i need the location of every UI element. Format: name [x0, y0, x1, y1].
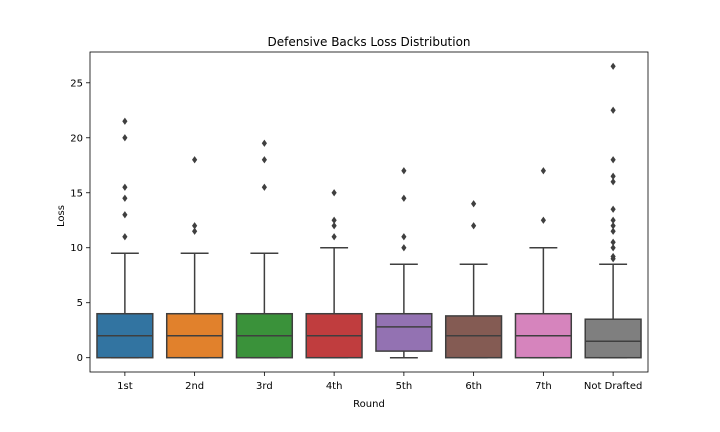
- x-tick-label: 3rd: [256, 381, 273, 392]
- x-tick-label: 1st: [117, 381, 133, 392]
- outlier-point: [401, 233, 407, 241]
- outlier-point: [401, 194, 407, 202]
- x-tick-label: 6th: [465, 381, 482, 392]
- box: [375, 312, 433, 352]
- box-group: [96, 117, 154, 359]
- y-axis-label: Loss: [56, 205, 67, 227]
- x-tick-label: 2nd: [185, 381, 204, 392]
- chart-title: Defensive Backs Loss Distribution: [267, 35, 470, 49]
- outlier-point: [122, 194, 128, 202]
- x-axis-label: Round: [353, 399, 385, 410]
- outlier-point: [540, 216, 546, 224]
- outlier-point: [610, 205, 616, 213]
- outlier-point: [401, 244, 407, 252]
- x-tick-label: 4th: [326, 381, 343, 392]
- outlier-point: [610, 156, 616, 164]
- box-group: [235, 139, 294, 359]
- outlier-point: [122, 211, 128, 219]
- box-group: [514, 167, 573, 359]
- outlier-point: [610, 227, 616, 235]
- outlier-point: [610, 62, 616, 70]
- outlier-point: [331, 216, 337, 224]
- x-axis: 1st 2nd 3rd 4th 5th 6th 7th Not Drafted: [117, 372, 642, 392]
- outlier-point: [122, 134, 128, 142]
- outlier-point: [471, 222, 477, 230]
- outlier-point: [471, 200, 477, 208]
- outlier-point: [192, 227, 198, 235]
- y-tick-label: 20: [70, 133, 83, 144]
- box-group: [584, 62, 642, 359]
- x-tick-label: 5th: [396, 381, 413, 392]
- outlier-point: [331, 233, 337, 241]
- outlier-point: [610, 238, 616, 246]
- box-group: [375, 167, 433, 359]
- outlier-point: [331, 189, 337, 197]
- outlier-point: [122, 233, 128, 241]
- y-tick-label: 10: [70, 243, 83, 254]
- outlier-point: [610, 222, 616, 230]
- outlier-point: [610, 106, 616, 114]
- outlier-point: [610, 172, 616, 180]
- outlier-point: [540, 167, 546, 175]
- outlier-point: [331, 222, 337, 230]
- outlier-point: [610, 178, 616, 186]
- box-group: [444, 200, 503, 359]
- box-group: [165, 156, 224, 359]
- outlier-point: [122, 183, 128, 191]
- box-group: [305, 189, 363, 359]
- outlier-point: [122, 117, 128, 125]
- plot-area: [96, 62, 642, 359]
- y-axis: 0 5 10 15 20 25: [70, 78, 90, 364]
- outlier-point: [261, 139, 267, 147]
- outlier-point: [261, 156, 267, 164]
- x-tick-label: 7th: [535, 381, 552, 392]
- plot-frame: [89, 51, 649, 373]
- y-tick-label: 0: [77, 353, 83, 364]
- box: [584, 318, 642, 359]
- y-tick-label: 15: [70, 188, 83, 199]
- outlier-point: [610, 252, 616, 261]
- y-tick-label: 25: [70, 78, 83, 89]
- outlier-point: [192, 156, 198, 164]
- y-tick-label: 5: [77, 298, 83, 309]
- x-tick-label: Not Drafted: [584, 381, 642, 392]
- outlier-point: [192, 222, 198, 230]
- outlier-point: [610, 244, 616, 252]
- outlier-point: [401, 167, 407, 175]
- outlier-point: [261, 183, 267, 191]
- box: [444, 315, 503, 359]
- outlier-point: [610, 216, 616, 224]
